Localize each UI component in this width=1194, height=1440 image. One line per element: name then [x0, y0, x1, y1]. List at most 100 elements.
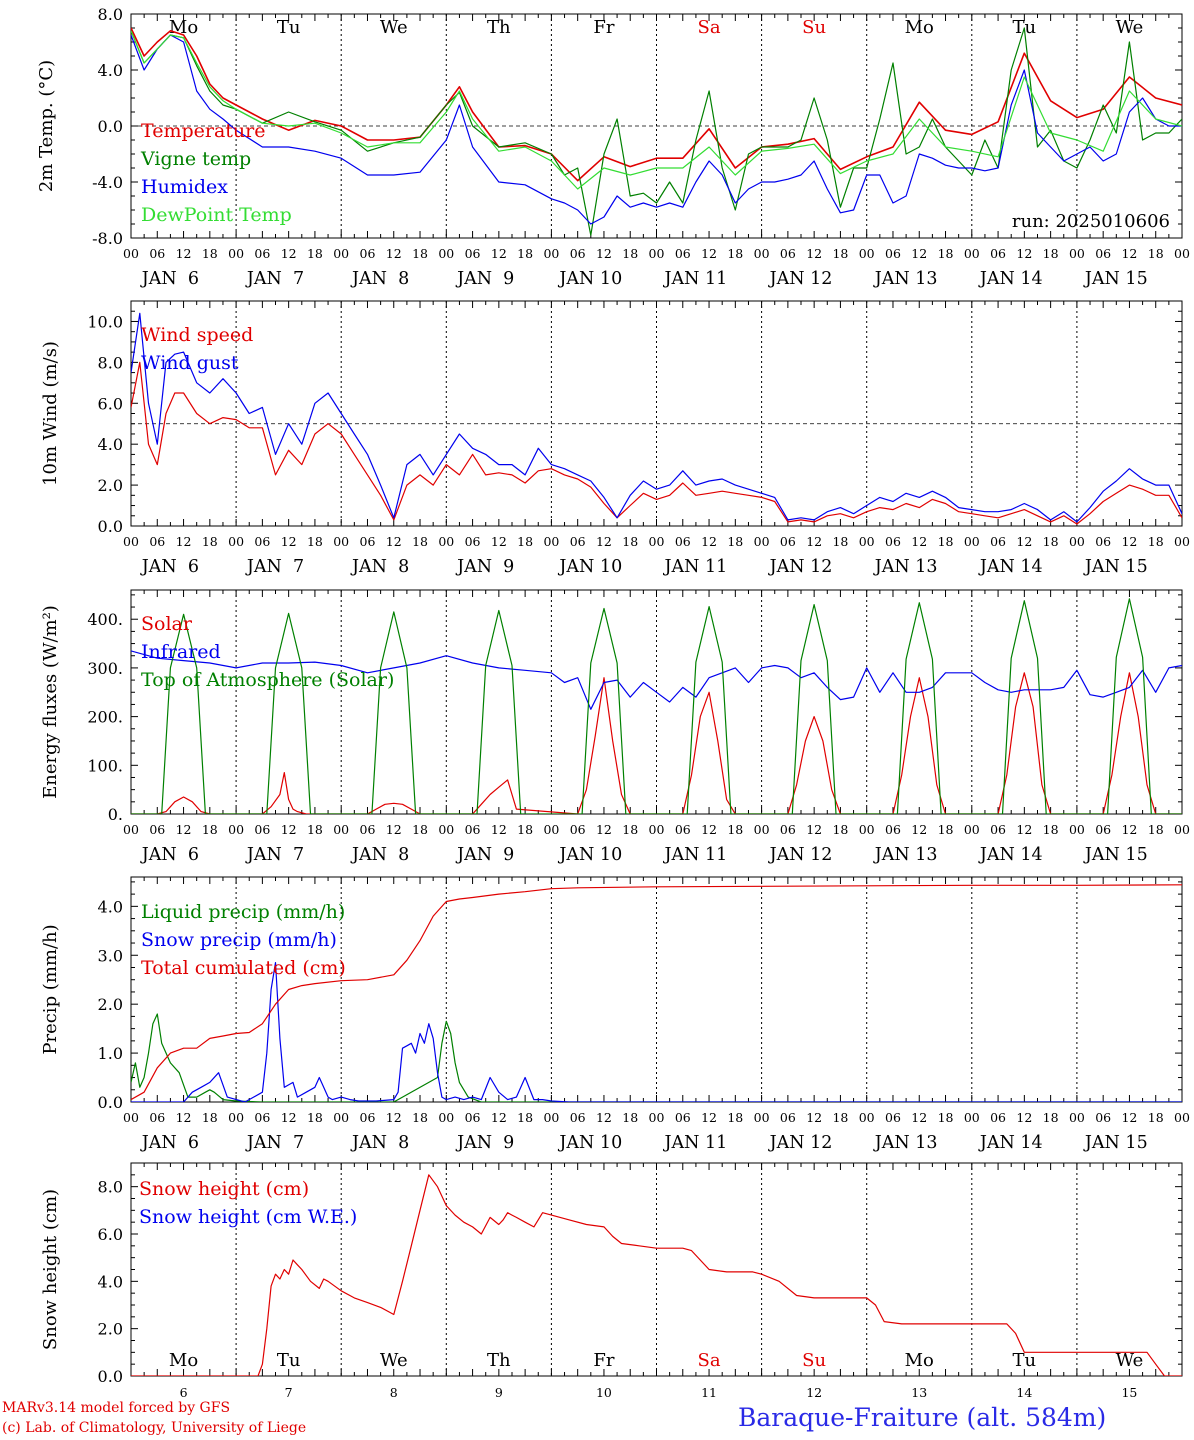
hour-tick-label: 06 — [254, 1110, 270, 1125]
weekday-label: Mo — [169, 1350, 198, 1371]
hour-tick-label: 00 — [438, 822, 454, 837]
hour-tick-label: 18 — [517, 534, 533, 549]
date-label: JAN 6 — [140, 269, 199, 289]
date-label: JAN 8 — [350, 269, 409, 289]
hour-tick-label: 00 — [1069, 822, 1085, 837]
date-label: JAN 7 — [245, 845, 304, 865]
series-line-top-of-atmosphere-solar — [131, 598, 1182, 814]
legend-entry: Snow height (cm) — [139, 1178, 309, 1200]
date-label: JAN 13 — [873, 269, 938, 289]
hour-tick-label: 18 — [1043, 1110, 1059, 1125]
hour-tick-label: 06 — [149, 1110, 165, 1125]
hour-tick-label: 06 — [990, 1110, 1006, 1125]
hour-tick-label: 06 — [1095, 534, 1111, 549]
y-tick-label: 0.0 — [98, 517, 123, 536]
series-line-wind-gust — [131, 312, 1182, 523]
y-tick-label: 6.0 — [98, 394, 123, 413]
hour-tick-label: 18 — [622, 1110, 638, 1125]
weekday-label: Su — [802, 1350, 826, 1371]
hour-tick-label: 00 — [649, 822, 665, 837]
hour-tick-label: 12 — [281, 822, 297, 837]
weekday-label: Tu — [277, 17, 301, 38]
day-number-label: 12 — [806, 1385, 822, 1400]
hour-tick-label: 18 — [622, 534, 638, 549]
hour-tick-label: 00 — [859, 1110, 875, 1125]
y-tick-label: 4.0 — [98, 897, 123, 916]
y-tick-label: 8.0 — [98, 1178, 123, 1197]
y-tick-label: 0.0 — [98, 1093, 123, 1112]
panel-3: 400. 300. 200. 100. 0. Energy fluxes (W/m²) 00… — [40, 589, 1190, 865]
hour-tick-label: 00 — [333, 534, 349, 549]
hour-tick-label: 00 — [964, 534, 980, 549]
hour-tick-label: 12 — [911, 822, 927, 837]
date-label: JAN 11 — [663, 557, 728, 577]
hour-tick-label: 12 — [1121, 822, 1137, 837]
series-line-dewpoint-temp — [131, 30, 1182, 190]
y-tick-label: 200. — [87, 708, 123, 727]
hour-tick-label: 06 — [990, 822, 1006, 837]
hour-tick-label: 06 — [254, 246, 270, 261]
date-label: JAN 12 — [768, 1133, 833, 1153]
y-tick-label: 8.0 — [98, 353, 123, 372]
legend-entry: Wind speed — [141, 324, 253, 346]
legend-entry: Snow height (cm W.E.) — [139, 1206, 357, 1228]
hour-tick-label: 18 — [202, 822, 218, 837]
series-line-total-cumulated-cm — [131, 884, 1182, 1101]
hour-tick-label: 06 — [360, 246, 376, 261]
hour-tick-label: 06 — [1095, 246, 1111, 261]
hour-tick-label: 18 — [412, 1110, 428, 1125]
hour-tick-label: 00 — [754, 534, 770, 549]
series-line-liquid-precip-mm-h — [131, 1013, 1182, 1102]
hour-tick-label: 18 — [1148, 534, 1164, 549]
date-label: JAN 10 — [557, 845, 622, 865]
hour-tick-label: 06 — [254, 822, 270, 837]
hour-tick-label: 18 — [832, 246, 848, 261]
hour-tick-label: 00 — [123, 822, 139, 837]
day-number-label: 14 — [1016, 1385, 1032, 1400]
hour-tick-label: 06 — [360, 1110, 376, 1125]
hour-tick-label: 06 — [675, 1110, 691, 1125]
date-label: JAN 12 — [768, 269, 833, 289]
hour-tick-label: 18 — [202, 246, 218, 261]
hour-tick-label: 12 — [281, 1110, 297, 1125]
date-label: JAN 12 — [768, 845, 833, 865]
hour-tick-label: 06 — [465, 822, 481, 837]
hour-tick-label: 06 — [675, 534, 691, 549]
hour-tick-label: 06 — [885, 534, 901, 549]
series-line-humidex — [131, 34, 1182, 225]
hour-tick-label: 00 — [543, 534, 559, 549]
date-label: JAN 7 — [245, 557, 304, 577]
y-tick-label: 0.0 — [98, 1367, 123, 1386]
hour-tick-label: 12 — [491, 534, 507, 549]
hour-tick-label: 06 — [360, 534, 376, 549]
hour-tick-label: 06 — [570, 822, 586, 837]
hour-tick-label: 00 — [228, 822, 244, 837]
hour-tick-label: 00 — [964, 822, 980, 837]
y-tick-label: 300. — [87, 659, 123, 678]
hour-tick-label: 12 — [806, 1110, 822, 1125]
hour-tick-label: 12 — [491, 822, 507, 837]
hour-tick-label: 00 — [333, 822, 349, 837]
hour-tick-label: 06 — [465, 1110, 481, 1125]
hour-tick-label: 12 — [1016, 822, 1032, 837]
date-label: JAN 8 — [350, 557, 409, 577]
date-label: JAN 15 — [1083, 269, 1148, 289]
hour-tick-label: 18 — [517, 1110, 533, 1125]
y-tick-label: 6.0 — [98, 1225, 123, 1244]
hour-tick-label: 18 — [1148, 1110, 1164, 1125]
hour-tick-label: 12 — [806, 534, 822, 549]
hour-tick-label: 18 — [307, 1110, 323, 1125]
y-tick-label: 0. — [108, 805, 123, 824]
y-axis-label: Energy fluxes (W/m²) — [40, 605, 61, 799]
hour-tick-label: 06 — [149, 822, 165, 837]
legend-entry: Temperature — [141, 120, 265, 142]
date-label: JAN 13 — [873, 1133, 938, 1153]
day-number-label: 7 — [285, 1385, 293, 1400]
date-label: JAN 7 — [245, 1133, 304, 1153]
hour-tick-label: 00 — [1069, 1110, 1085, 1125]
y-tick-label: -8.0 — [92, 229, 123, 248]
hour-tick-label: 00 — [964, 246, 980, 261]
hour-tick-label: 00 — [333, 246, 349, 261]
legend-entry: Solar — [141, 613, 193, 635]
hour-tick-label: 00 — [1174, 246, 1190, 261]
